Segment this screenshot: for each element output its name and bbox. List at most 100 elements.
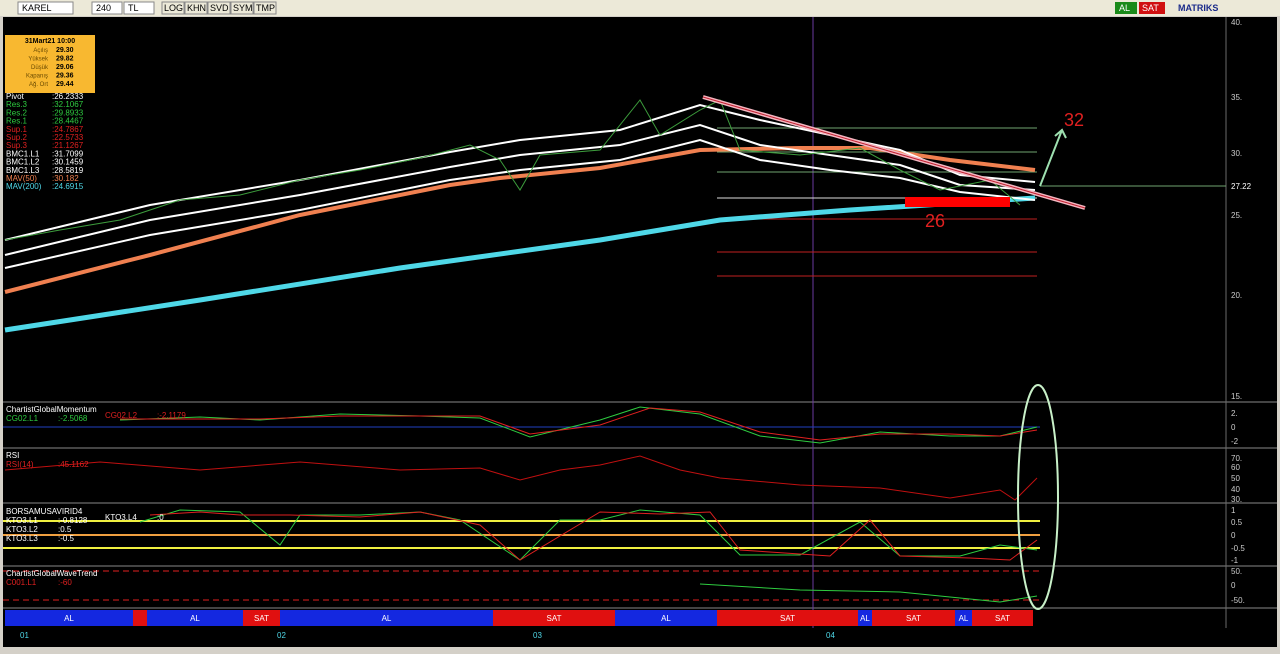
panel-value: :0 [157,513,164,522]
date-label: 01 [20,631,29,640]
panel-axis-label: 40 [1231,485,1240,494]
price-axis-label: 30. [1231,149,1242,158]
signal-segment [5,610,133,626]
panel-value: :-0.8128 [58,516,88,525]
toolbar-field[interactable] [17,1,74,15]
price-axis-label: 35. [1231,93,1242,102]
toolbar-button[interactable] [230,1,254,15]
dynamic-layer: KAREL 240 TL LOG KHN SVD SYM TMP AL SAT MATRIKS 31M… [5,1,1252,640]
signal-segment [147,610,243,626]
info-label: Açılış [33,48,48,54]
signal-label: SAT [995,614,1010,623]
support-box [905,197,1010,207]
panel-axis-label: -2 [1231,437,1239,446]
band-upper [4,103,1036,241]
panel-value: :-2.1179 [157,411,186,420]
trend-line [702,96,1086,209]
panel-title: ChartistGlobalWaveTrend [6,569,97,578]
panel-axis-label: 50 [1231,474,1240,483]
annotation: 32 [1064,110,1084,130]
toolbar-button[interactable] [253,1,277,15]
signal-segment [717,610,858,626]
panel-label: RSI(14) [6,460,34,469]
mav200-line [4,195,1036,333]
panel-axis-label: 60 [1231,463,1240,472]
price-axis-label: 15. [1231,392,1242,401]
signal-segment [280,610,493,626]
sell-button[interactable] [1139,2,1165,14]
info-label: Ağ. Ort [29,82,48,88]
signal-label: SAT [254,614,269,623]
legend-label: BMC1.L1 [6,149,40,158]
signal-label: AL [661,614,671,623]
up-arrow [1039,128,1067,187]
signal-segment [872,610,955,626]
momentum-signal [120,407,1038,441]
date-label: 03 [533,631,542,640]
buy-button[interactable] [1115,2,1137,14]
toolbar-text: 240 [96,3,111,13]
toolbar-button[interactable] [207,1,231,15]
legend-value: :28.4467 [52,117,84,126]
legend-label: BMC1.L3 [6,166,40,175]
signal-label: AL [64,614,74,623]
panel-axis-label: 2. [1231,409,1238,418]
legend-value: :31.7099 [52,149,84,158]
legend-label: Res.1 [6,117,27,126]
legend-value: :30.182 [52,174,79,183]
panel-axis-label: 0.5 [1231,518,1243,527]
kto-signal-2 [149,511,1038,561]
toolbar-text: KHN [187,3,206,13]
legend-label: BMC1.L2 [6,158,40,167]
panel-label: CG02.L1 [6,414,39,423]
panel-label: KTO3.L4 [105,513,137,522]
legend-value: :26.2333 [52,92,84,101]
toolbar-button[interactable] [161,1,185,15]
legend-label: Sup.3 [6,141,27,150]
toolbar-text: SVD [210,3,229,13]
price-axis-label: 20. [1231,291,1242,300]
panel-axis-label: -1 [1231,556,1239,565]
signal-segment [972,610,1033,626]
toolbar-text: SYM [233,3,253,13]
legend-value: :22.5733 [52,133,84,142]
legend-value: :32.1067 [52,100,84,109]
legend-label: Res.2 [6,108,27,117]
toolbar-field[interactable] [91,1,123,15]
legend-label: Res.3 [6,100,27,109]
panel-label: C001.L1 [6,578,37,587]
toolbar-field[interactable] [123,1,155,15]
signal-label: SAT [906,614,921,623]
panel-axis-label: -50. [1231,596,1245,605]
sell-text: SAT [1142,3,1159,13]
legend-label: MAV(50) [6,174,37,183]
axis-area [1241,17,1277,629]
panel-label: KTO3.L3 [6,534,38,543]
rsi-line [4,455,1038,501]
legend-label: Pivot [6,92,25,101]
panel-axis-label: 0 [1231,531,1236,540]
date-label: 04 [826,631,835,640]
info-label: Yüksek [28,57,49,63]
toolbar-text: KAREL [22,3,52,13]
panel-title: BORSAMUSAVIRID4 [6,507,83,516]
price-axis-label: 27.22 [1231,182,1252,191]
date-row [3,629,1277,647]
toolbar-text: TL [128,3,139,13]
signal-segment [615,610,717,626]
panel-axis-label: 0 [1231,423,1236,432]
kto-signal [139,509,1038,561]
panel-axis-label: 0 [1231,581,1236,590]
legend-label: Sup.2 [6,133,27,142]
panel-axis-label: 30. [1231,495,1242,504]
legend-value: :21.1267 [52,141,84,150]
panel-value: :-2.5068 [58,414,88,423]
panel-axis-label: 1 [1231,506,1236,515]
panel-value: :45.1162 [58,460,89,469]
highlight-oval [1017,384,1059,610]
date-label: 02 [277,631,286,640]
legend-value: :29.8933 [52,108,84,117]
toolbar-button[interactable] [184,1,208,15]
